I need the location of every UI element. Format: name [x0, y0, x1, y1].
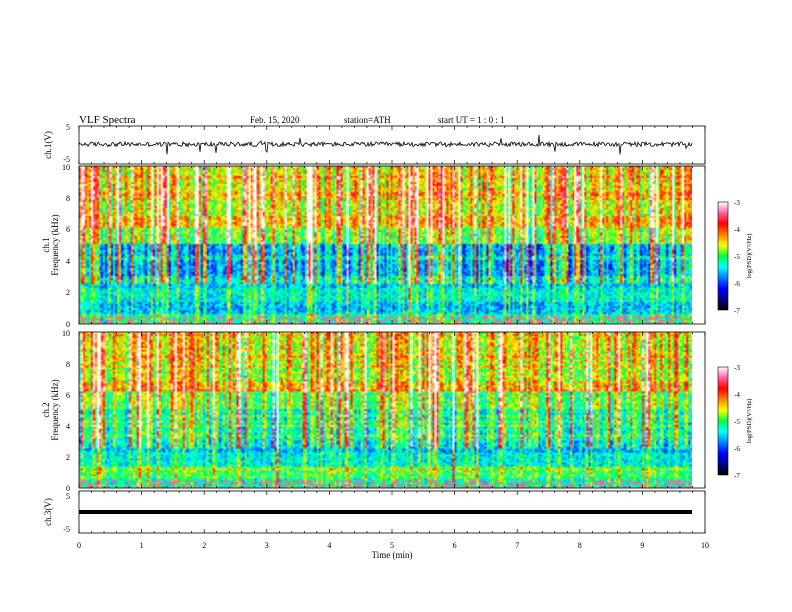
- x-tick-label-10: 10: [701, 541, 709, 550]
- ch2-spec-ytick-10: 10: [62, 329, 70, 338]
- x-tick-label-9: 9: [640, 541, 644, 550]
- x-tick-label-8: 8: [578, 541, 582, 550]
- cb2-tick-3: -3: [734, 364, 740, 372]
- x-tick-label-3: 3: [265, 541, 269, 550]
- ch3-waveform-band: [79, 510, 692, 514]
- ch1-spec-ytick-10: 10: [62, 163, 70, 172]
- cb2-tick-7: -7: [734, 472, 740, 480]
- ch3-waveform-panel: 5 -5 ch.3(V): [43, 490, 706, 534]
- cb2-tick-5: -5: [734, 418, 740, 426]
- x-tick-label-7: 7: [515, 541, 519, 550]
- ch1-spec-ylabel: Frequency (kHz): [50, 214, 60, 275]
- ch1-ytick-bottom: -5: [63, 155, 70, 164]
- figure-title: VLF Spectra: [79, 114, 136, 126]
- ch2-spectrogram-panel: 0 2 4 6 8 10 ch.2 Frequency (kHz): [41, 329, 706, 493]
- cb1-tick-5: -5: [734, 253, 740, 261]
- ch2-spec-channel-label: ch.2: [41, 402, 51, 417]
- start-ut-label: start UT = 1 : 0 : 1: [438, 115, 505, 125]
- ch2-spec-ytick-8: 8: [66, 360, 70, 369]
- ch1-spec-ytick-8: 8: [66, 194, 70, 203]
- x-tick-label-0: 0: [77, 541, 81, 550]
- cb2-tick-4: -4: [734, 391, 740, 399]
- cb1-label: log(PSD)(V²/Hz): [746, 234, 753, 279]
- ch1-spec-ytick-2: 2: [66, 288, 70, 297]
- cb2-tick-6: -6: [734, 445, 740, 453]
- x-tick-label-2: 2: [202, 541, 206, 550]
- ch2-colorbar: -3 -4 -5 -6 -7 log(PSD)(V²/Hz): [717, 364, 753, 480]
- ch2-spec-ytick-0: 0: [66, 484, 70, 493]
- cb1-tick-6: -6: [734, 280, 740, 288]
- ch3-ytick-top: 5: [66, 492, 70, 501]
- ch1-spec-ytick-0: 0: [66, 320, 70, 329]
- ch1-waveform-line: [78, 134, 693, 155]
- ch1-waveform-panel: 5 -5 ch.1(V): [43, 123, 706, 165]
- ch2-spectrogram-image: [79, 332, 692, 488]
- ch3-ytick-bottom: -5: [63, 525, 70, 534]
- cb1-tick-4: -4: [734, 226, 740, 234]
- ch2-spec-ytick-2: 2: [66, 453, 70, 462]
- date-label: Feb. 15, 2020: [250, 115, 300, 125]
- ch2-spec-ytick-6: 6: [66, 391, 70, 400]
- cb1-tick-3: -3: [734, 199, 740, 207]
- time-axis: 0 1 2 3 4 5 6 7 8 9 10: [77, 541, 709, 550]
- ch1-spectrogram-image: [79, 166, 692, 324]
- ch1-spec-ytick-6: 6: [66, 225, 70, 234]
- x-tick-label-6: 6: [453, 541, 457, 550]
- cb2-label: log(PSD)(V²/Hz): [746, 399, 753, 444]
- ch1-ytick-top: 5: [66, 123, 70, 132]
- x-tick-label-5: 5: [390, 541, 394, 550]
- x-tick-label-4: 4: [327, 541, 331, 550]
- ch2-spec-ylabel: Frequency (kHz): [50, 379, 60, 440]
- ch3-ylabel: ch.3(V): [43, 498, 53, 526]
- station-label: station=ATH: [344, 115, 391, 125]
- ch1-ylabel: ch.1(V): [43, 131, 53, 159]
- ch2-spec-ytick-4: 4: [66, 422, 70, 431]
- x-axis-label: Time (min): [372, 550, 413, 560]
- ch1-spectrogram-panel: 0 2 4 6 8 10 ch.1 Frequency (kHz): [41, 163, 706, 329]
- ch1-spec-channel-label: ch.1: [41, 237, 51, 252]
- cb1-tick-7: -7: [734, 307, 740, 315]
- ch1-colorbar: -3 -4 -5 -6 -7 log(PSD)(V²/Hz): [717, 199, 753, 315]
- x-tick-label-1: 1: [140, 541, 144, 550]
- ch1-spec-ytick-4: 4: [66, 257, 70, 266]
